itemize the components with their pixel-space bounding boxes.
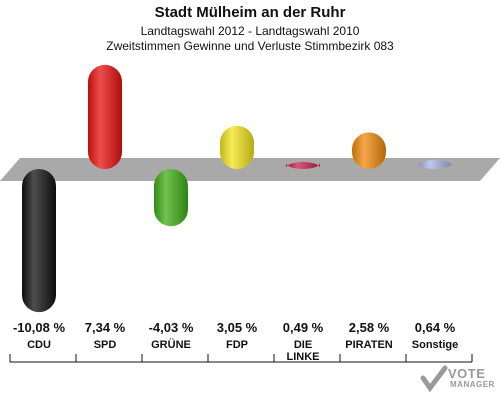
bar-fdp xyxy=(220,125,254,169)
bar-grüne xyxy=(154,169,188,227)
value-label: 0,49 % xyxy=(282,320,324,335)
category-label: Sonstige xyxy=(411,339,459,351)
logo-text-manager: MANAGER xyxy=(450,380,495,389)
category-label: FDP xyxy=(226,339,248,351)
category-label: PIRATEN xyxy=(345,339,393,351)
value-label: -10,08 % xyxy=(12,320,66,335)
bar-piraten xyxy=(352,132,386,169)
category-label: DIE LINKE xyxy=(286,339,320,363)
bar-die-linke xyxy=(286,162,320,169)
category-label: SPD xyxy=(93,339,117,351)
logo-text-vote: VOTE xyxy=(448,366,486,381)
value-label: 7,34 % xyxy=(84,320,126,335)
value-label: 3,05 % xyxy=(216,320,258,335)
chart-subtitle-2: Zweitstimmen Gewinne und Verluste Stimmb… xyxy=(106,39,394,53)
vote-manager-logo: VOTE MANAGER xyxy=(420,364,494,394)
value-label: 2,58 % xyxy=(348,320,390,335)
checkmark-logo-icon xyxy=(420,365,448,393)
category-label: CDU xyxy=(27,339,51,351)
value-label: 0,64 % xyxy=(414,320,456,335)
bar-cdu xyxy=(22,169,56,313)
bar-sonstige xyxy=(418,159,452,169)
value-label: -4,03 % xyxy=(148,320,194,335)
chart-title: Stadt Mülheim an der Ruhr xyxy=(154,4,346,21)
category-label: GRÜNE xyxy=(151,339,191,351)
bar-spd xyxy=(88,64,122,169)
chart-subtitle-1: Landtagswahl 2012 - Landtagswahl 2010 xyxy=(140,24,360,38)
